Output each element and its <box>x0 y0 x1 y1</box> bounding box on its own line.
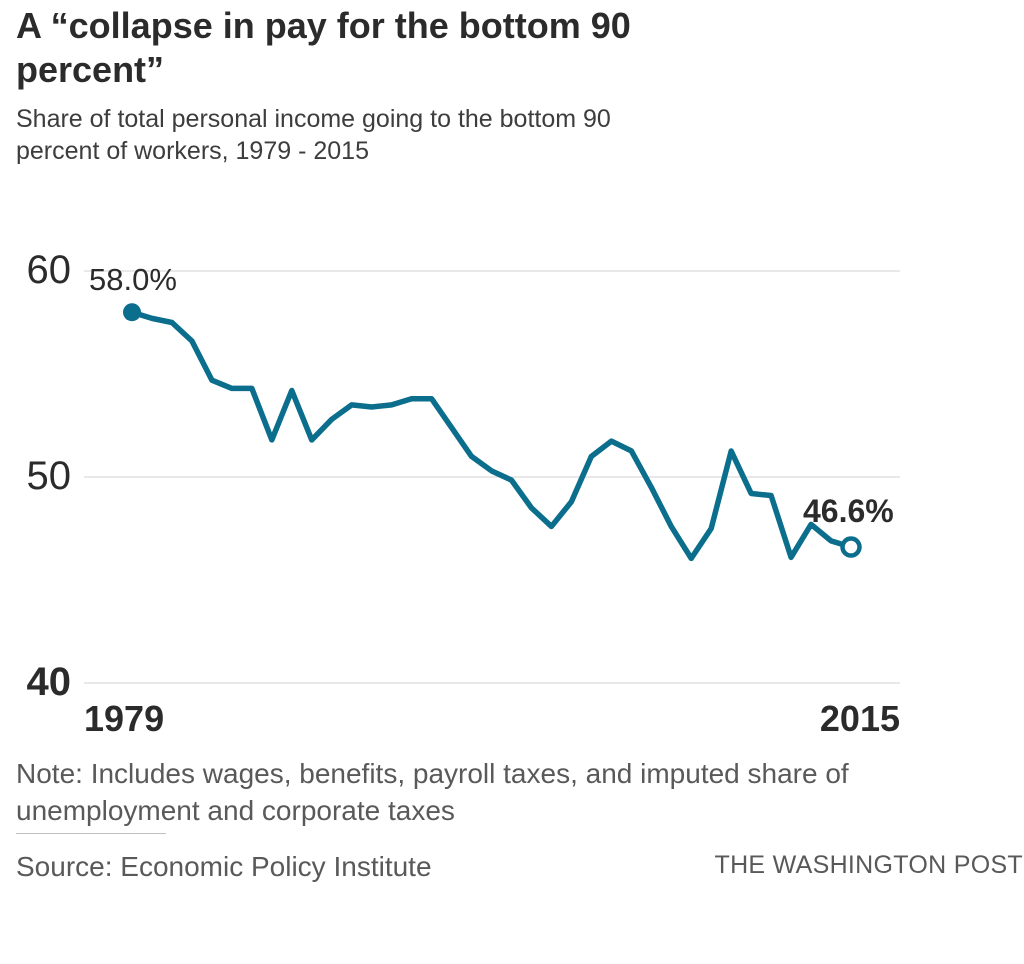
svg-text:46.6%: 46.6% <box>803 493 894 529</box>
svg-text:50: 50 <box>27 454 72 498</box>
svg-text:40: 40 <box>27 660 72 704</box>
svg-text:60: 60 <box>27 250 72 292</box>
svg-text:58.0%: 58.0% <box>89 262 177 297</box>
svg-text:2015: 2015 <box>820 698 900 739</box>
svg-text:1979: 1979 <box>84 698 164 739</box>
